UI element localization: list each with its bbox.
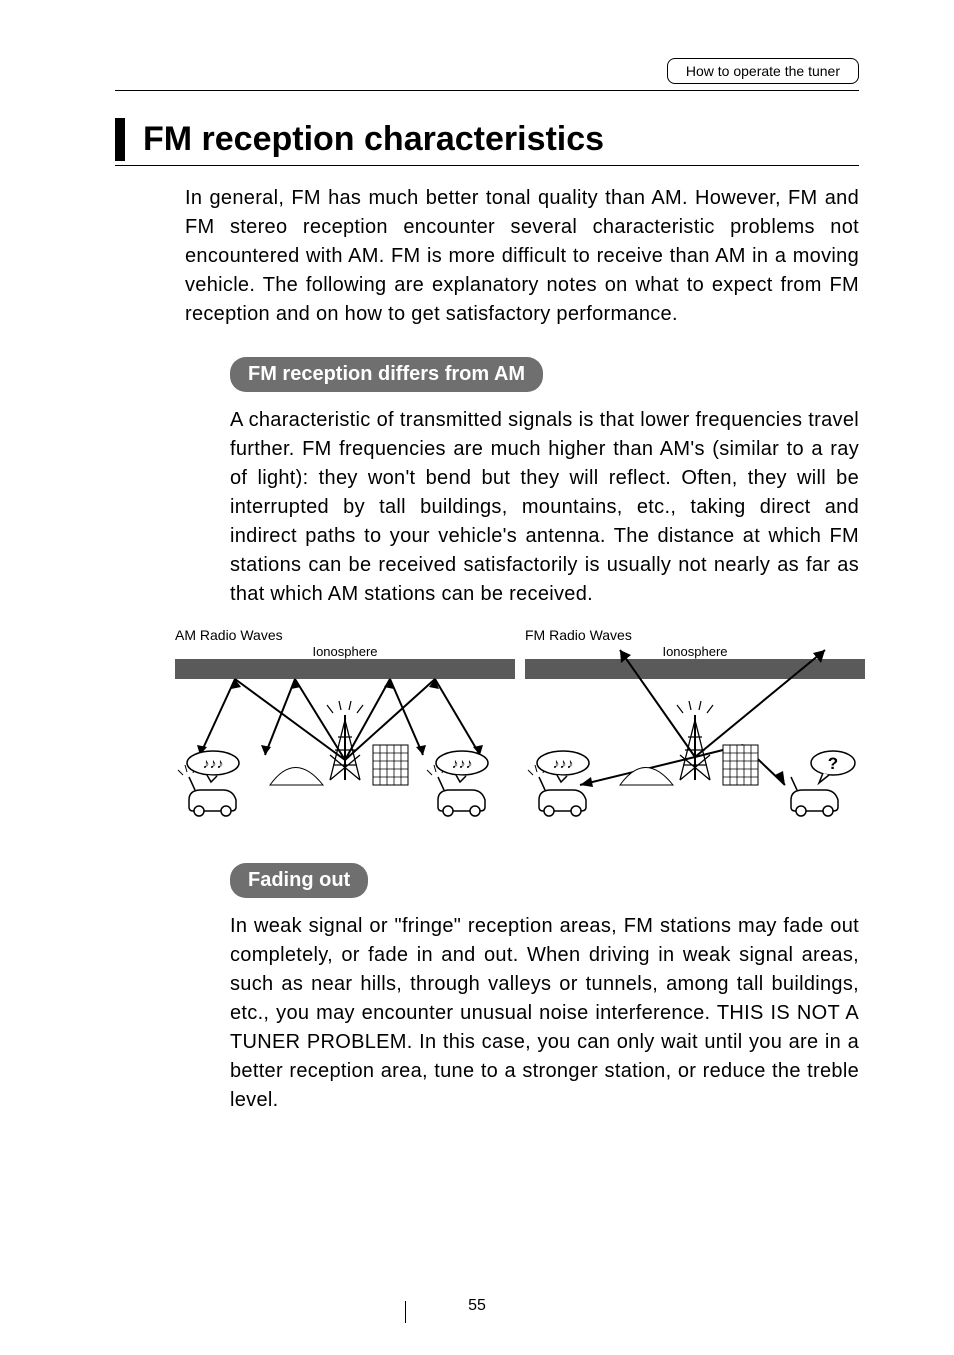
car-icon: ♪♪♪: [427, 751, 488, 816]
fm-diagram-svg: Ionosphere: [525, 645, 865, 830]
title-accent-bar: [115, 118, 125, 161]
car-icon: ♪♪♪: [178, 751, 239, 816]
intro-paragraph: In general, FM has much better tonal qua…: [185, 184, 859, 329]
svg-text:♪♪♪: ♪♪♪: [203, 755, 224, 771]
svg-text:♪♪♪: ♪♪♪: [452, 755, 473, 771]
svg-text:♪♪♪: ♪♪♪: [553, 755, 574, 771]
fm-diagram: FM Radio Waves Ionosphere: [525, 627, 865, 835]
fm-ionosphere-label: Ionosphere: [662, 645, 727, 659]
radio-waves-diagram: AM Radio Waves Ionosphere: [175, 627, 859, 835]
page-number: 55: [468, 1297, 486, 1315]
section2-body: In weak signal or "fringe" reception are…: [230, 912, 859, 1115]
car-icon: ?: [791, 751, 855, 816]
page-tick: [405, 1301, 406, 1323]
section-heading-fading-out: Fading out: [230, 863, 368, 898]
car-icon: ♪♪♪: [528, 751, 589, 816]
title-underline: [115, 165, 859, 166]
section1-body: A characteristic of transmitted signals …: [230, 406, 859, 609]
am-diagram-svg: Ionosphere ♪♪♪: [175, 645, 515, 830]
svg-text:?: ?: [828, 754, 838, 773]
breadcrumb: How to operate the tuner: [667, 58, 859, 84]
page-title: FM reception characteristics: [143, 118, 604, 161]
header-rule: [115, 90, 859, 91]
fm-diagram-title: FM Radio Waves: [525, 627, 865, 643]
am-diagram: AM Radio Waves Ionosphere: [175, 627, 515, 835]
am-diagram-title: AM Radio Waves: [175, 627, 515, 643]
title-block: FM reception characteristics: [115, 118, 859, 161]
section-heading-fm-differs: FM reception differs from AM: [230, 357, 543, 392]
am-ionosphere-label: Ionosphere: [312, 645, 377, 659]
